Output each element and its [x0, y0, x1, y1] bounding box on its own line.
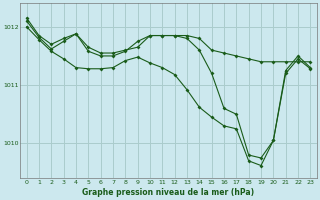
- X-axis label: Graphe pression niveau de la mer (hPa): Graphe pression niveau de la mer (hPa): [83, 188, 255, 197]
